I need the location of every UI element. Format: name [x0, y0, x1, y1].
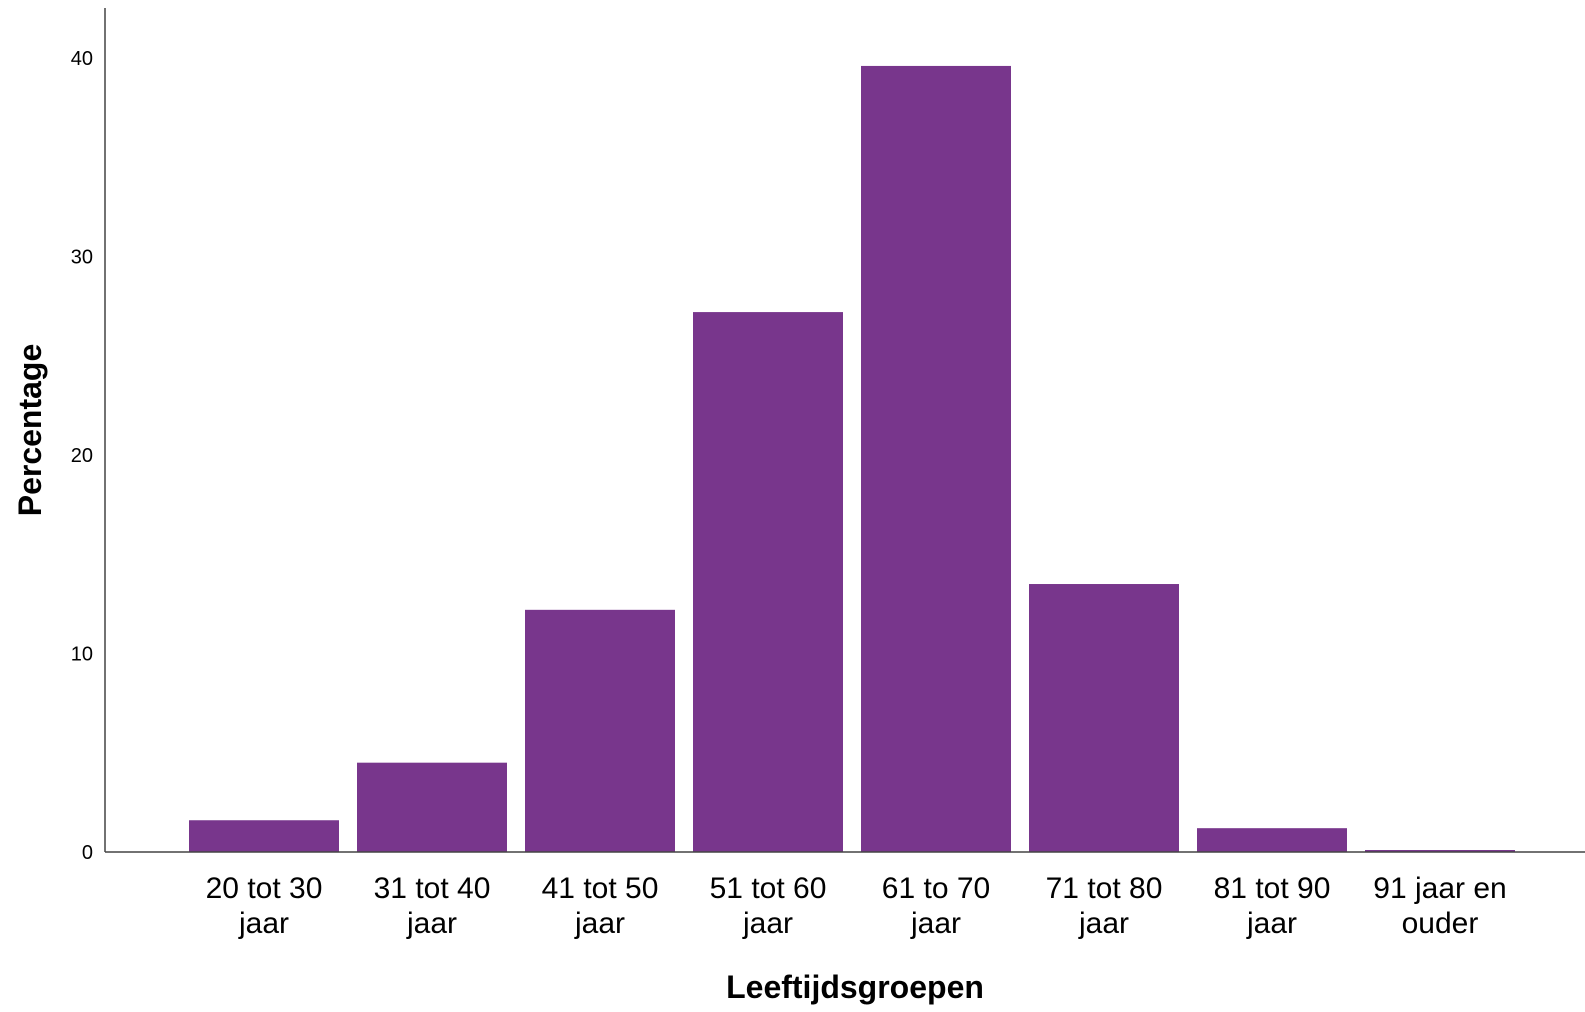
labels-group: 0 10 20 30 40 20 tot 30 jaar 31 tot 40 jaar 41 to… — [71, 48, 1507, 940]
bar-7 — [1197, 828, 1347, 852]
axes-group — [104, 8, 1585, 853]
y-tick-label-40: 40 — [71, 48, 93, 70]
x-category-label-8: 91 jaar en ouder — [1373, 872, 1506, 940]
y-tick-label-30: 30 — [71, 247, 93, 269]
x-category-label-7: 81 tot 90 jaar — [1214, 872, 1331, 940]
bar-3 — [525, 609, 675, 852]
bar-4 — [693, 312, 843, 853]
x-category-label-5: 61 to 70 jaar — [882, 872, 990, 940]
x-category-label-2: 31 tot 40 jaar — [374, 872, 491, 940]
bar-6 — [1029, 584, 1179, 852]
bar-2 — [357, 762, 507, 852]
x-category-label-6: 71 tot 80 jaar — [1046, 872, 1163, 940]
bar-5 — [861, 65, 1011, 852]
bars-group — [189, 65, 1515, 853]
y-axis-title: Percentage — [12, 344, 48, 517]
x-category-label-4: 51 tot 60 jaar — [710, 872, 827, 940]
bar-8 — [1365, 850, 1515, 852]
x-category-label-1: 20 tot 30 jaar — [206, 872, 323, 940]
x-axis-title: Leeftijdsgroepen — [726, 969, 984, 1005]
x-category-label-3: 41 tot 50 jaar — [542, 872, 659, 940]
bar-1 — [189, 820, 339, 852]
y-tick-label-10: 10 — [71, 644, 93, 666]
y-tick-label-0: 0 — [82, 842, 93, 864]
y-tick-label-20: 20 — [71, 445, 93, 467]
